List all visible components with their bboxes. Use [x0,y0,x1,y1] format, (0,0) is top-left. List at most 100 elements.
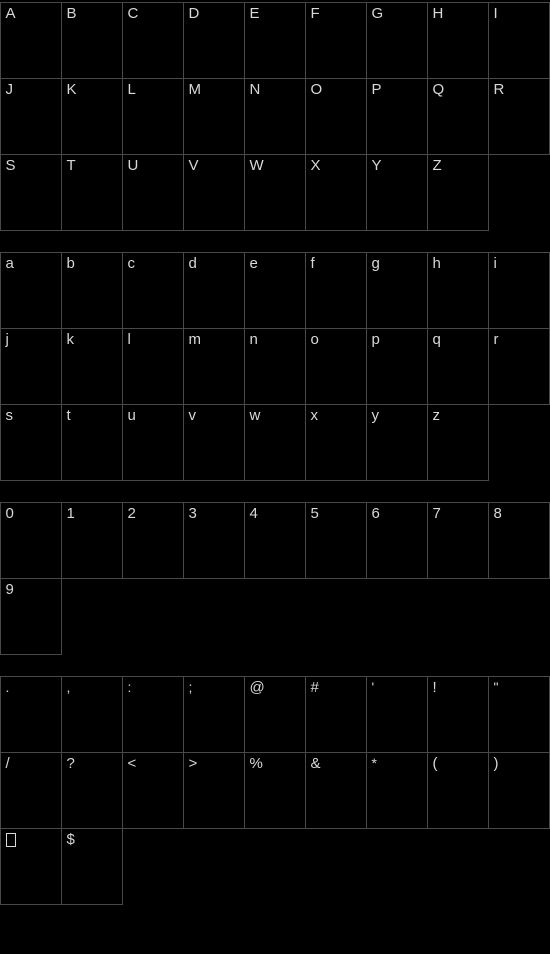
glyph-cell: : [122,676,184,753]
glyph-cell: F [305,2,367,79]
glyph-label: ! [433,680,437,695]
glyph-cell: $ [61,828,123,905]
glyph-cell: ) [488,752,550,829]
glyph-label: C [128,6,139,21]
glyph-label: Y [372,158,382,173]
section-digits: 0123456789 [0,502,549,654]
glyph-label: c [128,256,136,271]
glyph-label: 0 [6,506,14,521]
glyph-label: ; [189,680,193,694]
glyph-label: F [311,6,320,21]
glyph-label: Q [433,82,445,97]
glyph-cell: M [183,78,245,155]
glyph-label: y [372,408,380,423]
empty-cell [183,828,245,905]
glyph-label: T [67,158,76,173]
glyph-label: ' [372,680,375,694]
glyph-cell: o [305,328,367,405]
glyph-label: D [189,6,200,21]
glyph-label: * [372,756,377,770]
glyph-cell: ? [61,752,123,829]
glyph-cell: * [366,752,428,829]
glyph-cell: z [427,404,489,481]
glyph-label: " [494,680,499,694]
empty-cell [122,828,184,905]
glyph-cell: , [61,676,123,753]
empty-cell [366,578,428,655]
glyph-label: r [494,332,499,347]
glyph-cell: u [122,404,184,481]
glyph-cell: a [0,252,62,329]
glyph-cell: 8 [488,502,550,579]
glyph-cell: x [305,404,367,481]
glyph-label: > [189,756,198,771]
glyph-cell: Y [366,154,428,231]
glyph-label: z [433,408,441,423]
glyph-label: l [128,332,131,347]
glyph-label: @ [250,680,265,695]
glyph-label: ( [433,756,438,771]
glyph-label: O [311,82,323,97]
glyph-cell: W [244,154,306,231]
glyph-label: N [250,82,261,97]
glyph-cell: # [305,676,367,753]
glyph-cell: 3 [183,502,245,579]
glyph-cell: P [366,78,428,155]
glyph-label: / [6,756,10,771]
glyph-cell: ( [427,752,489,829]
glyph-label: H [433,6,444,21]
glyph-cell: @ [244,676,306,753]
glyph-cell: 9 [0,578,62,655]
empty-cell [305,828,367,905]
glyph-label: P [372,82,382,97]
glyph-cell: 1 [61,502,123,579]
glyph-cell: T [61,154,123,231]
glyph-label: a [6,256,14,271]
glyph-cell: & [305,752,367,829]
glyph-label: 5 [311,506,319,521]
glyph-cell: ! [427,676,489,753]
glyph-cell: r [488,328,550,405]
glyph-cell: 7 [427,502,489,579]
font-glyph-chart: ABCDEFGHIJKLMNOPQRSTUVWXYZabcdefghijklmn… [0,0,550,904]
glyph-cell: 0 [0,502,62,579]
glyph-cell: i [488,252,550,329]
glyph-cell: V [183,154,245,231]
glyph-cell: E [244,2,306,79]
glyph-cell [0,828,62,905]
glyph-label: u [128,408,136,423]
glyph-label: J [6,82,14,97]
glyph-cell: g [366,252,428,329]
glyph-cell: B [61,2,123,79]
glyph-cell: w [244,404,306,481]
glyph-cell: n [244,328,306,405]
glyph-cell: t [61,404,123,481]
glyph-label: , [67,680,71,694]
glyph-cell: " [488,676,550,753]
glyph-cell: p [366,328,428,405]
glyph-label: b [67,256,75,271]
glyph-label: L [128,82,136,97]
glyph-cell: s [0,404,62,481]
glyph-label: ) [494,756,499,771]
glyph-label: p [372,332,380,347]
glyph-label [6,832,16,850]
glyph-cell: f [305,252,367,329]
glyph-cell: H [427,2,489,79]
glyph-label: 7 [433,506,441,521]
glyph-label: q [433,332,441,347]
section-uppercase: ABCDEFGHIJKLMNOPQRSTUVWXYZ [0,2,549,230]
glyph-label: . [6,680,10,694]
glyph-label: S [6,158,16,173]
glyph-label: s [6,408,14,423]
glyph-cell: D [183,2,245,79]
glyph-cell: k [61,328,123,405]
glyph-cell: % [244,752,306,829]
glyph-label: A [6,6,16,21]
glyph-label: 6 [372,506,380,521]
empty-cell [305,578,367,655]
glyph-cell: d [183,252,245,329]
glyph-label: : [128,680,132,694]
glyph-cell: < [122,752,184,829]
glyph-cell: v [183,404,245,481]
